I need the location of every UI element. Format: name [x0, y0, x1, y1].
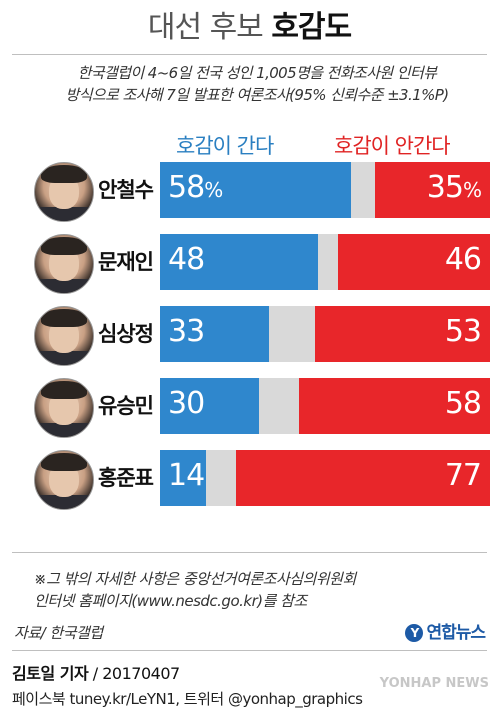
- chart-bottom-divider: [12, 552, 487, 553]
- value-unfavorable-number: 77: [444, 458, 482, 493]
- value-unfavorable-number: 46: [444, 242, 482, 277]
- value-unfavorable: 35%: [426, 170, 482, 205]
- footnote-line-1: ※그 밖의 자세한 사항은 중앙선거여론조사심의위원회: [34, 570, 356, 588]
- yonhap-logo-icon: Y: [405, 624, 424, 642]
- value-unfavorable-number: 53: [444, 314, 482, 349]
- value-favorable-number: 58: [168, 170, 205, 205]
- reporter-name: 김토일 기자: [12, 664, 89, 683]
- title-divider: [12, 54, 487, 55]
- bar-favorable: [160, 234, 319, 290]
- candidate-photo: [34, 450, 94, 510]
- social-links: 페이스북 tuney.kr/LeYN1, 트위터 @yonhap_graphic…: [12, 690, 363, 708]
- candidate-photo: [34, 234, 94, 294]
- candidate-photo: [34, 378, 94, 438]
- legend-unfavorable: 호감이 안간다: [334, 134, 451, 158]
- bar-track: [160, 378, 490, 434]
- bar-unfavorable: [298, 378, 490, 434]
- value-favorable: 14: [168, 458, 205, 493]
- percent-sign: %: [204, 178, 223, 202]
- value-unfavorable: 46: [444, 242, 482, 277]
- reporter-date: / 20170407: [88, 664, 180, 683]
- value-favorable-number: 30: [168, 386, 205, 421]
- footnote: ※그 밖의 자세한 사항은 중앙선거여론조사심의위원회 인터넷 홈페이지(www…: [34, 568, 474, 612]
- bar-track: [160, 162, 490, 218]
- value-unfavorable-number: 58: [444, 386, 482, 421]
- bar-track: [160, 234, 490, 290]
- watermark: YONHAP NEWS: [379, 676, 489, 691]
- percent-sign: %: [462, 178, 482, 202]
- page-title: 대선 후보 호감도: [0, 8, 499, 48]
- chart-row: 안철수 58% 35%: [0, 162, 499, 224]
- bar-unfavorable: [235, 450, 490, 506]
- value-unfavorable: 53: [444, 314, 482, 349]
- title-light: 대선 후보: [147, 10, 264, 45]
- yonhap-logo: Y 연합뉴스: [405, 618, 486, 643]
- value-favorable-number: 48: [168, 242, 205, 277]
- candidate-name: 유승민: [98, 394, 154, 418]
- candidate-photo: [34, 162, 94, 222]
- value-favorable: 33: [168, 314, 205, 349]
- value-unfavorable: 77: [444, 458, 482, 493]
- source-label: 자료/ 한국갤럽: [14, 624, 103, 642]
- candidate-name: 문재인: [98, 250, 154, 274]
- bar-favorable: [160, 306, 269, 362]
- bar-unfavorable: [338, 234, 490, 290]
- value-favorable: 58%: [168, 170, 223, 205]
- chart-row: 유승민 30 58: [0, 378, 499, 440]
- reporter-credit: 김토일 기자 / 20170407: [12, 660, 180, 684]
- value-favorable: 30: [168, 386, 205, 421]
- footnote-line-2: 인터넷 홈페이지(www.nesdc.go.kr)를 참조: [34, 592, 307, 610]
- candidate-name: 홍준표: [98, 466, 154, 490]
- chart-row: 심상정 33 53: [0, 306, 499, 368]
- chart-row: 홍준표 14 77: [0, 450, 499, 512]
- value-unfavorable-number: 35: [426, 170, 464, 205]
- subtitle-line-1: 한국갤럽이 4~6일 전국 성인 1,005명을 전화조사원 인터뷰: [77, 64, 437, 82]
- yonhap-logo-text: 연합뉴스: [426, 623, 486, 643]
- subtitle-line-2: 방식으로 조사해 7일 발표한 여론조사(95% 신뢰수준 ±3.1%P): [65, 86, 450, 104]
- bar-favorable: [160, 162, 352, 218]
- chart-row: 문재인 48 46: [0, 234, 499, 296]
- bar-track: [160, 306, 490, 362]
- value-favorable-number: 14: [168, 458, 205, 493]
- footer-divider: [12, 650, 487, 651]
- bar-unfavorable: [315, 306, 490, 362]
- bar-favorable: [160, 378, 259, 434]
- bar-unfavorable: [374, 162, 490, 218]
- candidate-name: 심상정: [98, 322, 154, 346]
- value-favorable: 48: [168, 242, 205, 277]
- candidate-photo: [34, 306, 94, 366]
- title-bold: 호감도: [271, 10, 352, 45]
- subtitle: 한국갤럽이 4~6일 전국 성인 1,005명을 전화조사원 인터뷰 방식으로 …: [22, 62, 492, 106]
- value-favorable-number: 33: [168, 314, 205, 349]
- bar-favorable: [160, 450, 207, 506]
- value-unfavorable: 58: [444, 386, 482, 421]
- legend-favorable: 호감이 간다: [176, 134, 274, 158]
- candidate-name: 안철수: [98, 178, 154, 202]
- bar-track: [160, 450, 490, 506]
